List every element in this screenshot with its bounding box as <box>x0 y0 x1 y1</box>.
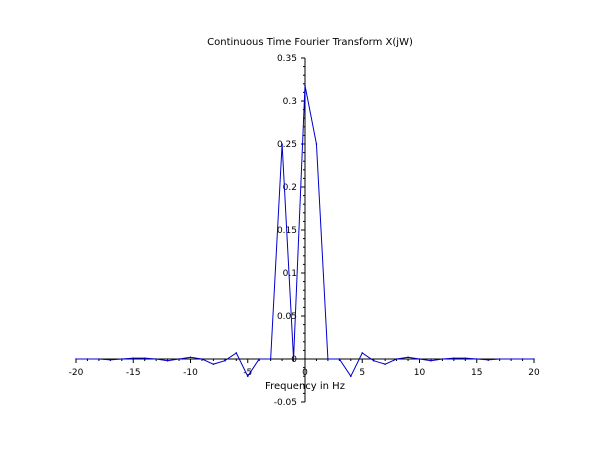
chart-title: Continuous Time Fourier Transform X(jW) <box>207 37 413 48</box>
y-tick-label: 0.2 <box>283 183 297 193</box>
y-tick-label: 0.3 <box>283 97 297 107</box>
data-point <box>498 358 501 360</box>
data-point <box>487 359 490 361</box>
x-tick-label: 10 <box>414 368 426 378</box>
y-tick-label: 0 <box>291 355 297 365</box>
data-point <box>281 143 283 145</box>
data-point <box>475 358 478 360</box>
y-tick-label: 0.05 <box>277 312 297 322</box>
x-tick-label: 5 <box>359 368 365 378</box>
data-point <box>315 143 318 145</box>
data-point <box>178 358 180 360</box>
data-point <box>453 357 455 359</box>
data-point <box>166 359 169 362</box>
data-point <box>395 358 398 360</box>
data-point <box>224 359 226 362</box>
data-point <box>441 358 444 360</box>
data-point <box>121 358 123 360</box>
data-point <box>407 356 409 359</box>
data-point <box>430 359 432 362</box>
data-point <box>98 358 100 360</box>
data-point <box>132 357 135 359</box>
data-point <box>292 358 295 360</box>
data-point <box>109 359 112 361</box>
y-tick-label: 0.35 <box>277 54 297 64</box>
x-axis-label: Frequency in Hz <box>265 381 345 392</box>
data-point <box>258 358 261 360</box>
data-point <box>246 375 249 378</box>
data-point <box>361 352 364 354</box>
x-tick-label: 15 <box>471 368 482 378</box>
data-point <box>510 358 512 360</box>
y-tick-label: 0.1 <box>283 269 297 279</box>
data-point <box>235 352 238 354</box>
x-tick-label: -10 <box>183 368 198 378</box>
data-point <box>327 358 329 360</box>
y-tick-label: 0.25 <box>277 140 297 150</box>
data-point <box>212 363 215 365</box>
y-tick-label: -0.05 <box>274 398 297 408</box>
data-point <box>338 358 341 360</box>
data-point <box>304 84 306 87</box>
axes: -20 -15 -10 -5 0 5 10 15 20-0.0500.050.10.150.20… <box>69 54 540 408</box>
data-point <box>189 356 192 359</box>
data-point <box>201 358 203 360</box>
data-point <box>143 357 146 359</box>
x-tick-label: 0 <box>302 368 308 378</box>
data-point <box>533 358 535 360</box>
data-point <box>86 358 89 360</box>
x-tick-label: -20 <box>69 368 84 378</box>
x-tick-label: -15 <box>126 368 141 378</box>
data-point <box>418 358 421 360</box>
data-point <box>350 375 352 378</box>
data-point <box>384 363 386 365</box>
plot-area <box>75 84 535 378</box>
data-point <box>155 358 157 360</box>
x-tick-label: -5 <box>243 368 252 378</box>
data-point <box>75 358 77 360</box>
data-point <box>464 357 467 359</box>
data-point <box>269 358 272 360</box>
data-point <box>521 358 524 360</box>
data-point <box>372 359 375 362</box>
x-tick-label: 20 <box>528 368 540 378</box>
